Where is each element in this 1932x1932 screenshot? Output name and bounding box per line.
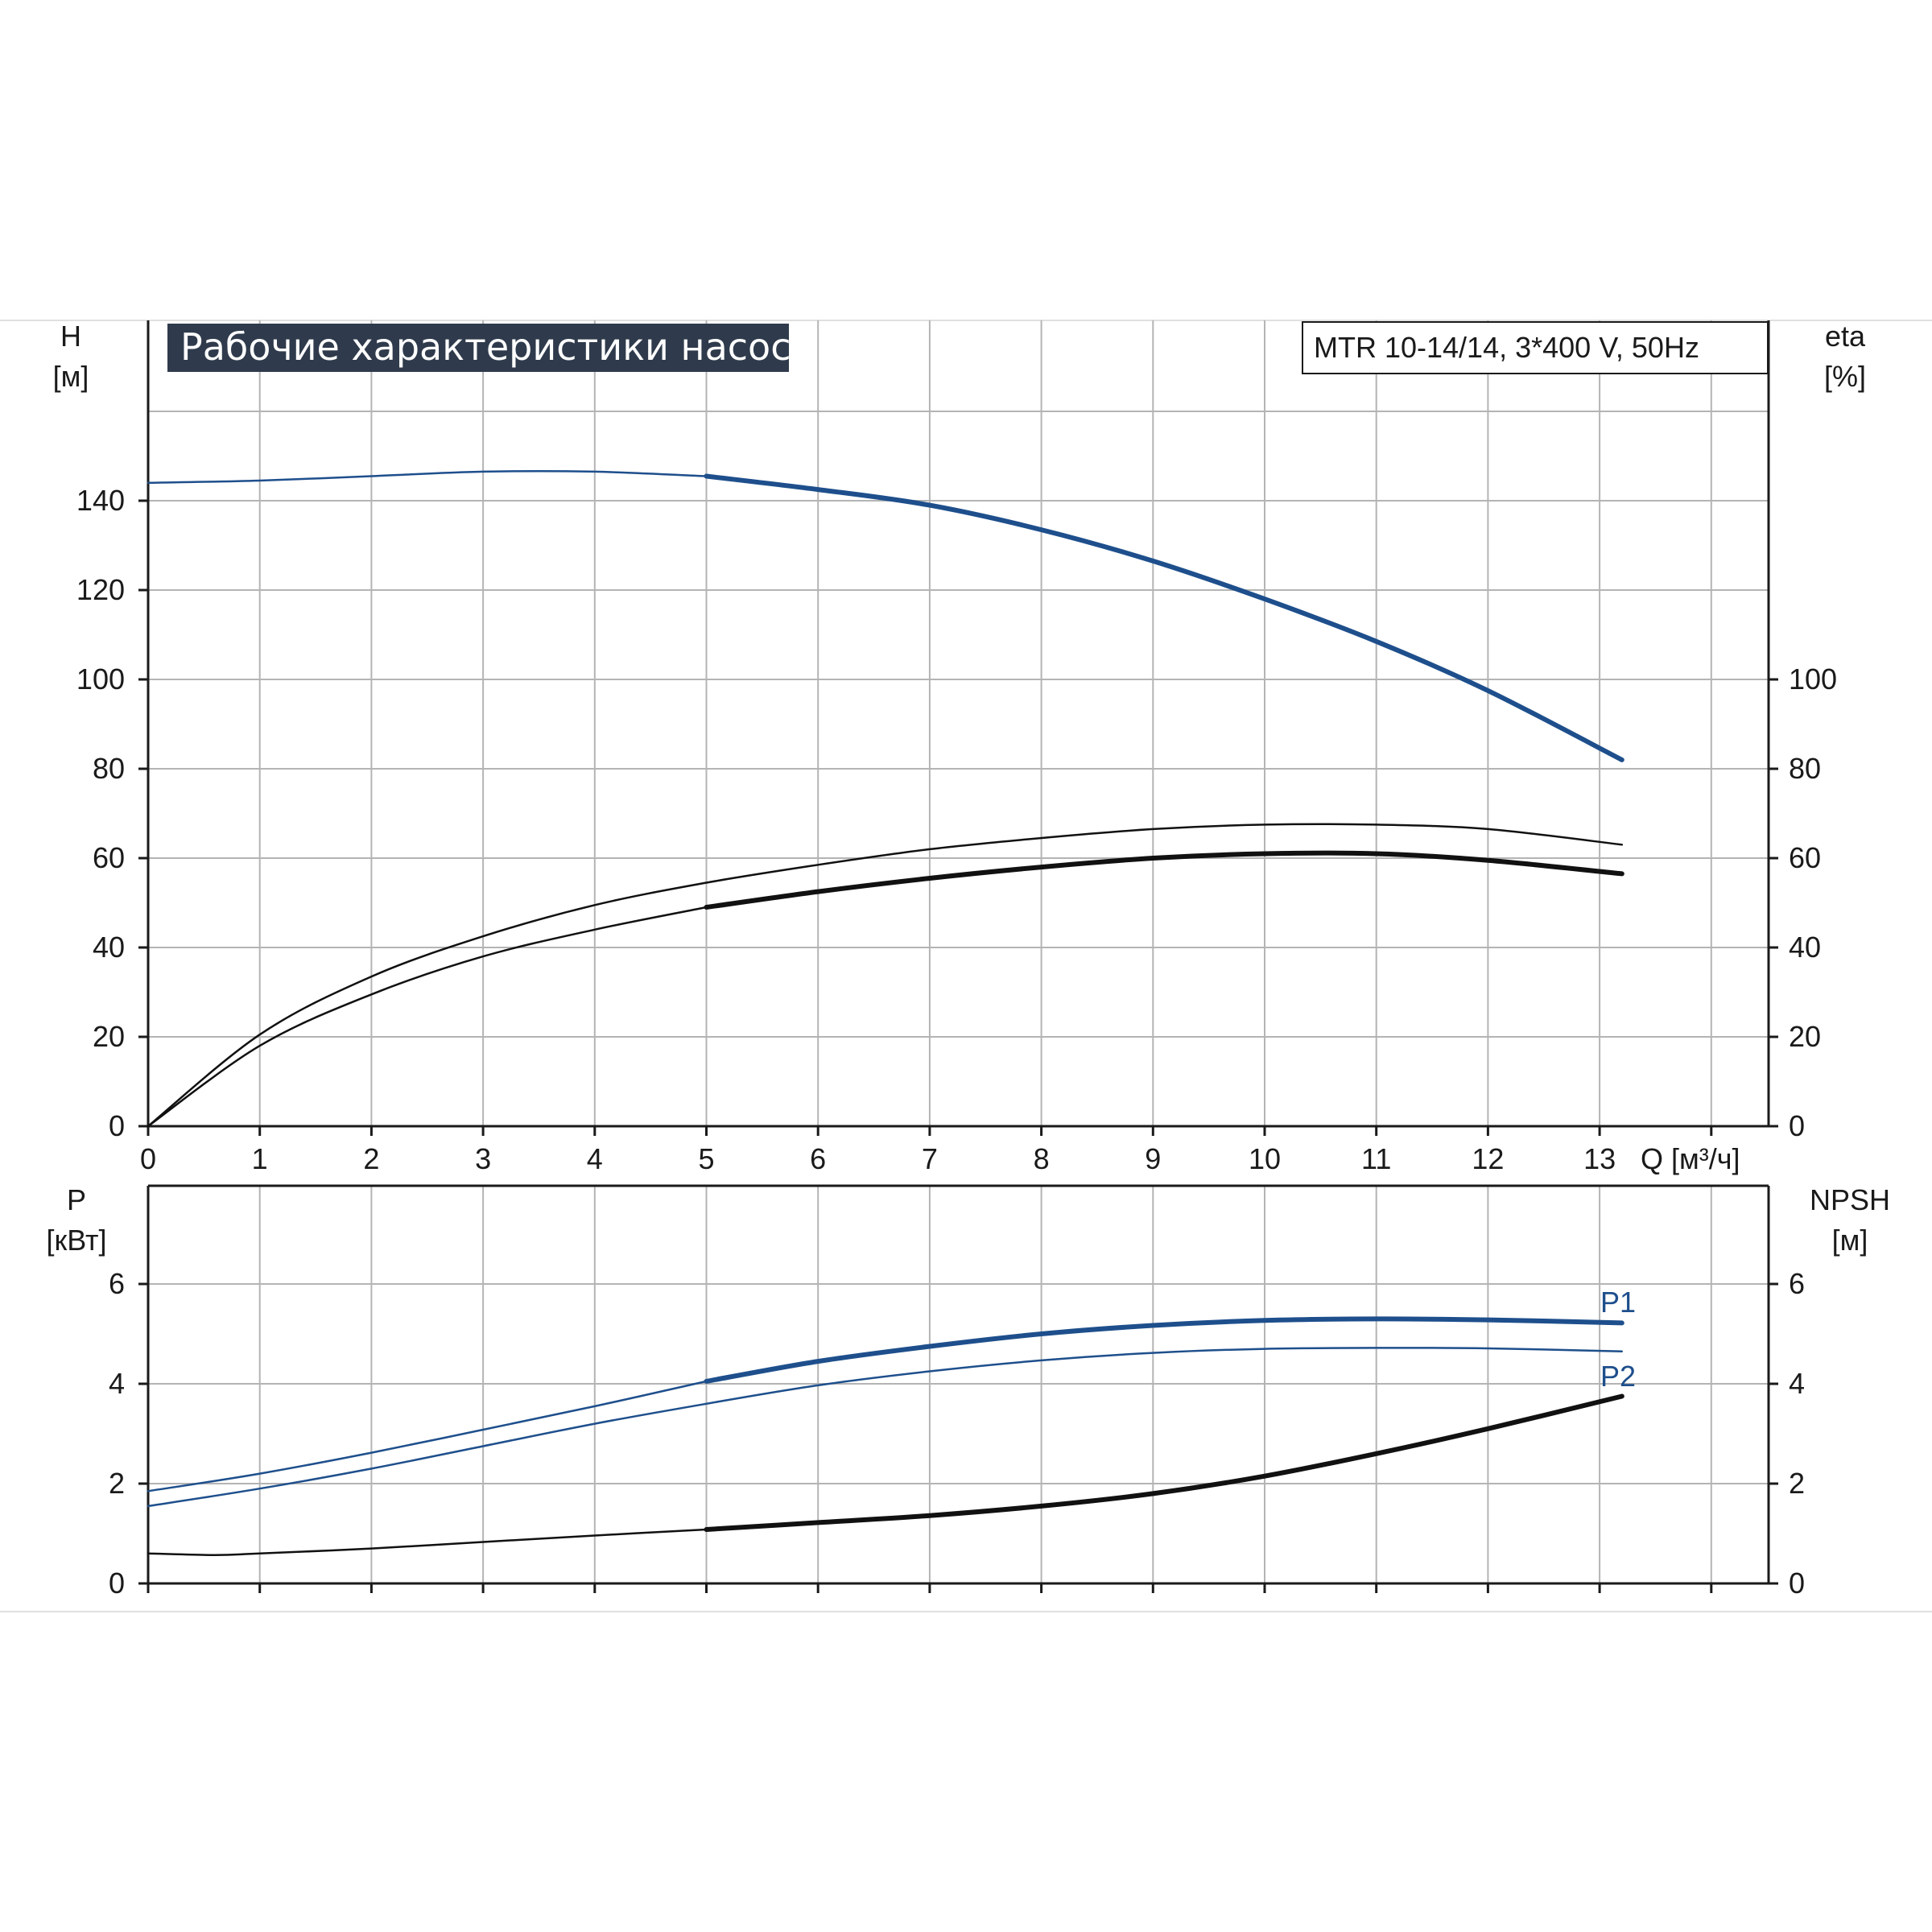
series-eta-upper-thin — [147, 823, 1624, 1128]
right-tick-label: 100 — [1789, 663, 1837, 696]
series-npsh-thin — [147, 1528, 708, 1556]
x-tick-label: 7 — [922, 1142, 938, 1175]
chart-title: Рабочие характеристики насоса — [180, 325, 814, 369]
x-tick-label: 1 — [252, 1142, 268, 1175]
p-axis-unit: [кВт] — [46, 1224, 106, 1257]
right-tick-label: 0 — [1789, 1109, 1805, 1142]
p-axis-label: P — [67, 1183, 86, 1216]
right-tick-label: 6 — [1789, 1267, 1805, 1300]
right-tick-label: 0 — [1789, 1567, 1805, 1600]
x-tick-label: 9 — [1145, 1142, 1161, 1175]
series-h-thick — [704, 473, 1624, 762]
x-tick-label: 12 — [1472, 1142, 1504, 1175]
left-tick-label: 0 — [109, 1109, 125, 1142]
left-tick-label: 120 — [76, 573, 125, 606]
series-p1-thin — [147, 1380, 708, 1492]
npsh-axis-label: NPSH — [1810, 1183, 1890, 1216]
eta-axis-unit: [%] — [1824, 360, 1866, 393]
series-p2-thin — [147, 1347, 1624, 1508]
left-tick-label: 4 — [109, 1367, 125, 1400]
h-axis-unit: [м] — [53, 360, 89, 393]
model-box — [1302, 321, 1769, 374]
npsh-axis-unit: [м] — [1832, 1224, 1868, 1257]
eta-axis-label: eta — [1825, 320, 1866, 353]
right-tick-label: 60 — [1789, 841, 1821, 874]
x-tick-label: 8 — [1034, 1142, 1050, 1175]
left-tick-label: 80 — [93, 752, 125, 785]
p2-curve-label: P2 — [1600, 1360, 1636, 1393]
left-tick-label: 100 — [76, 663, 125, 696]
h-axis-label: H — [60, 320, 81, 353]
x-tick-label: 3 — [475, 1142, 491, 1175]
x-tick-label: 11 — [1361, 1142, 1391, 1175]
x-tick-label: 13 — [1583, 1142, 1616, 1175]
series-eta-thin — [147, 906, 708, 1128]
x-tick-label: 2 — [363, 1142, 379, 1175]
x-tick-label: 0 — [140, 1142, 156, 1175]
series-npsh-thick — [704, 1393, 1624, 1532]
left-tick-label: 2 — [109, 1467, 125, 1500]
p1-curve-label: P1 — [1600, 1286, 1636, 1319]
left-tick-label: 0 — [109, 1567, 125, 1600]
q-axis-label: Q [м³/ч] — [1641, 1142, 1740, 1175]
right-tick-label: 40 — [1789, 931, 1821, 964]
series-p1-thick — [704, 1316, 1624, 1384]
right-tick-label: 4 — [1789, 1367, 1805, 1400]
x-tick-label: 6 — [810, 1142, 826, 1175]
right-tick-label: 20 — [1789, 1020, 1821, 1053]
right-tick-label: 2 — [1789, 1467, 1805, 1500]
title-box — [167, 324, 789, 372]
left-tick-label: 60 — [93, 841, 125, 874]
series-h-thin — [147, 469, 708, 485]
x-tick-label: 10 — [1249, 1142, 1281, 1175]
x-tick-label: 5 — [698, 1142, 714, 1175]
x-tick-label: 4 — [587, 1142, 603, 1175]
bottom-panel: 0 2 4 6 0 2 4 6 — [109, 1184, 1805, 1600]
left-tick-label: 140 — [76, 484, 125, 517]
left-tick-label: 6 — [109, 1267, 125, 1300]
right-tick-label: 80 — [1789, 752, 1821, 785]
left-tick-label: 40 — [93, 931, 125, 964]
left-tick-label: 20 — [93, 1020, 125, 1053]
model-label: MTR 10-14/14, 3*400 V, 50Hz — [1314, 331, 1699, 364]
series-eta-thick — [704, 850, 1624, 910]
